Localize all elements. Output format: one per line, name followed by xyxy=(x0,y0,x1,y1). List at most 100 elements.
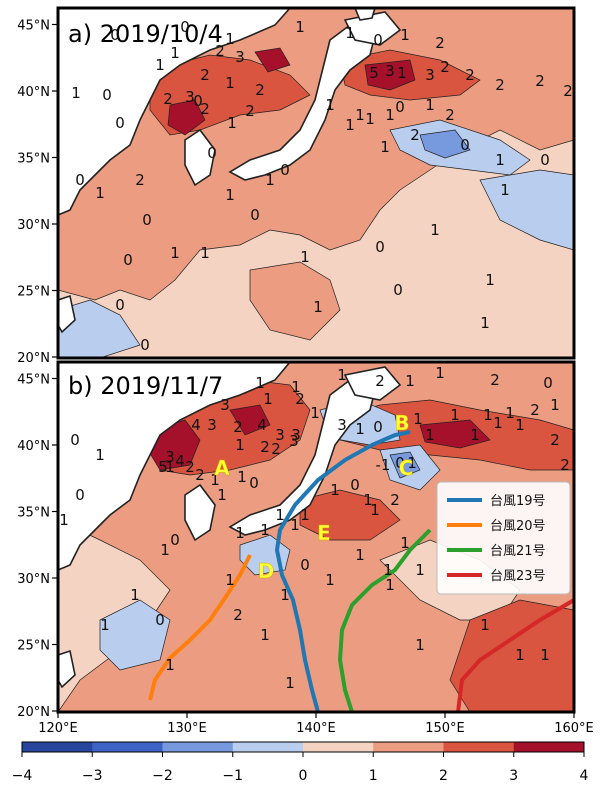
panel-b-contour-label: 2 xyxy=(271,440,281,458)
panel-b-contour-label: 0 xyxy=(70,431,80,449)
panel-a-contour-label: 1 xyxy=(225,30,235,48)
panel-b-contour-label: 2 xyxy=(375,372,385,390)
panel-b-contour-label: 4 xyxy=(175,452,185,470)
panel-b-contour-label: 1 xyxy=(383,561,393,579)
x-axis: 120°E 130°E 140°E 150°E 160°E xyxy=(38,712,594,736)
panel-b-anomaly-plus2-se xyxy=(449,599,574,712)
panel-b-contour-label: 4 xyxy=(191,416,201,434)
colorbar-segment xyxy=(513,742,585,752)
panel-b-contour-label: 1 xyxy=(165,458,175,476)
panel-a-contour-label: 1 xyxy=(500,181,510,199)
panel-a-contour-label: 0 xyxy=(102,86,112,104)
x-tick-label: 130°E xyxy=(167,721,207,736)
panel-b-contour-label: 1 xyxy=(263,390,273,408)
panel-a-y-tick-label: 35°N xyxy=(17,152,50,167)
panel-a-contour-label: 3 xyxy=(185,88,195,106)
panel-a-contour-label: 2 xyxy=(563,82,573,100)
panel-a-contour-label: 2 xyxy=(255,81,265,99)
panel-a-contour-label: 5 xyxy=(369,64,379,82)
panel-a-contour-label: 1 xyxy=(225,186,235,204)
panel-b-contour-label: 1 xyxy=(355,420,365,438)
panel-b-contour-label: 1 xyxy=(483,406,493,424)
panel-b-contour-label: 0 xyxy=(543,374,553,392)
panel-b-contour-label: 1 xyxy=(493,414,503,432)
panel-b-contour-label: 2 xyxy=(530,401,540,419)
colorbar: −4 −3 −2 −1 0 1 2 3 4 xyxy=(12,741,589,784)
panel-a-y-tick-label: 20°N xyxy=(17,351,50,366)
panel-b-contour-label: 1 xyxy=(225,571,235,589)
panel-b-contour-label: 1 xyxy=(235,524,245,542)
panel-a-contour-label: 0 xyxy=(193,92,203,110)
colorbar-tick-label: 4 xyxy=(580,768,589,784)
panel-a-anomaly-plus3 xyxy=(167,99,206,136)
panel-b-contour-labels: 1 11 2 1 1 2 01 23 13 14 3 2 43 31 2 2 301 3 451 2 2 1-1 0 111 0… xyxy=(59,364,570,692)
panel-b-contour-label: 2 xyxy=(233,606,243,624)
colorbar-segment xyxy=(22,742,93,752)
panel-b-contour-label: 1 xyxy=(405,372,415,390)
colorbar-segment xyxy=(162,742,234,752)
panel-b-y-tick-label: 30°N xyxy=(17,572,50,587)
panel-a-contour-label: 0 xyxy=(110,26,120,44)
panel-b-y-tick-label: 45°N xyxy=(17,373,50,388)
panel-a-contour-label: 1 xyxy=(345,116,355,134)
panel-b-contour-label: 1 xyxy=(370,501,380,519)
panel-a-contour-label: 1 xyxy=(170,244,180,262)
panel-b-contour-label: 1 xyxy=(407,454,417,472)
panel-b-contour-label: 0 xyxy=(300,556,310,574)
panel-b-land-hokkaido xyxy=(343,366,402,401)
panel-b-contour-label: 1 xyxy=(415,561,425,579)
colorbar-segment xyxy=(303,742,374,752)
panel-a-land-sakhalin xyxy=(354,8,376,21)
typhoon-23-track xyxy=(456,598,574,712)
panel-b-contour-label: 1 xyxy=(363,491,373,509)
panel-a-y-axis: 45°N 40°N 35°N 30°N 25°N 20°N xyxy=(17,19,58,366)
panel-a-contour-label: 2 xyxy=(215,42,225,60)
panel-a-contour-label: 0 xyxy=(140,336,150,354)
panel-b-contour-label: 0 xyxy=(395,454,405,472)
panel-a-contour-label: 1 xyxy=(400,26,410,44)
panel-a-contour-label: 2 xyxy=(410,126,420,144)
panel-b-contour-label: 1 xyxy=(310,404,320,422)
panel-a-contour-label: 1 xyxy=(200,244,210,262)
legend-label: 台風21号 xyxy=(490,544,546,559)
panel-a-contour-label: 0 xyxy=(207,144,217,162)
typhoon-21-track xyxy=(337,528,432,712)
panel-b-contour-label: 2 xyxy=(233,418,243,436)
panel-a-land-japan xyxy=(228,24,376,181)
panel-b-contour-label: 0 xyxy=(373,418,383,436)
panel-a-contour-label: 2 xyxy=(200,66,210,84)
panel-a-y-tick-label: 25°N xyxy=(17,285,50,300)
colorbar-segment xyxy=(92,742,163,752)
panel-b-contour-label: 2 xyxy=(260,438,270,456)
panel-a-contour-label: 2 xyxy=(495,76,505,94)
panel-b-contour-label: 0 xyxy=(75,486,85,504)
panel-b-land-japan xyxy=(228,379,376,536)
x-tick-label: 140°E xyxy=(296,721,336,736)
panel-b-contour-label: -1 xyxy=(376,456,391,474)
panel-a-contour-label: 3 xyxy=(235,48,245,66)
panel-b-contour-label: 1 xyxy=(235,436,245,454)
panel-a-anomaly-minus1-se xyxy=(479,169,574,251)
panel-b-anomaly-plus3-east xyxy=(419,419,491,449)
panel-b-contour-label: 0 xyxy=(170,531,180,549)
panel-b-contour-label: 1 xyxy=(260,626,270,644)
panel-a-contour-label: 0 xyxy=(280,161,290,179)
panel-a-contour-label: 2 xyxy=(465,66,475,84)
panel-b-contour-label: 1 xyxy=(515,416,525,434)
panel-a-contour-label: 0 xyxy=(115,296,125,314)
panel-b-contour-label: 2 xyxy=(195,466,205,484)
x-tick-label: 150°E xyxy=(425,721,465,736)
panel-a-contour-label: 1 xyxy=(495,151,505,169)
panel-a-land-korea xyxy=(184,128,216,187)
panel-a-anomaly-plus3-east xyxy=(364,59,416,91)
panel-a-contour-label: 0 xyxy=(142,211,152,229)
panel-b-contour-label: 1 xyxy=(385,576,395,594)
panel-b-contour-label: 1 xyxy=(59,511,69,529)
panel-a-contour-label: 2 xyxy=(435,34,445,52)
panel-b-contour-label: 1 xyxy=(540,646,550,664)
panel-a-contour-label: 1 xyxy=(170,44,180,62)
panel-b-contour-label: 1 xyxy=(330,481,340,499)
colorbar-tick-label: −2 xyxy=(152,768,173,784)
legend-label: 台風19号 xyxy=(490,494,546,509)
